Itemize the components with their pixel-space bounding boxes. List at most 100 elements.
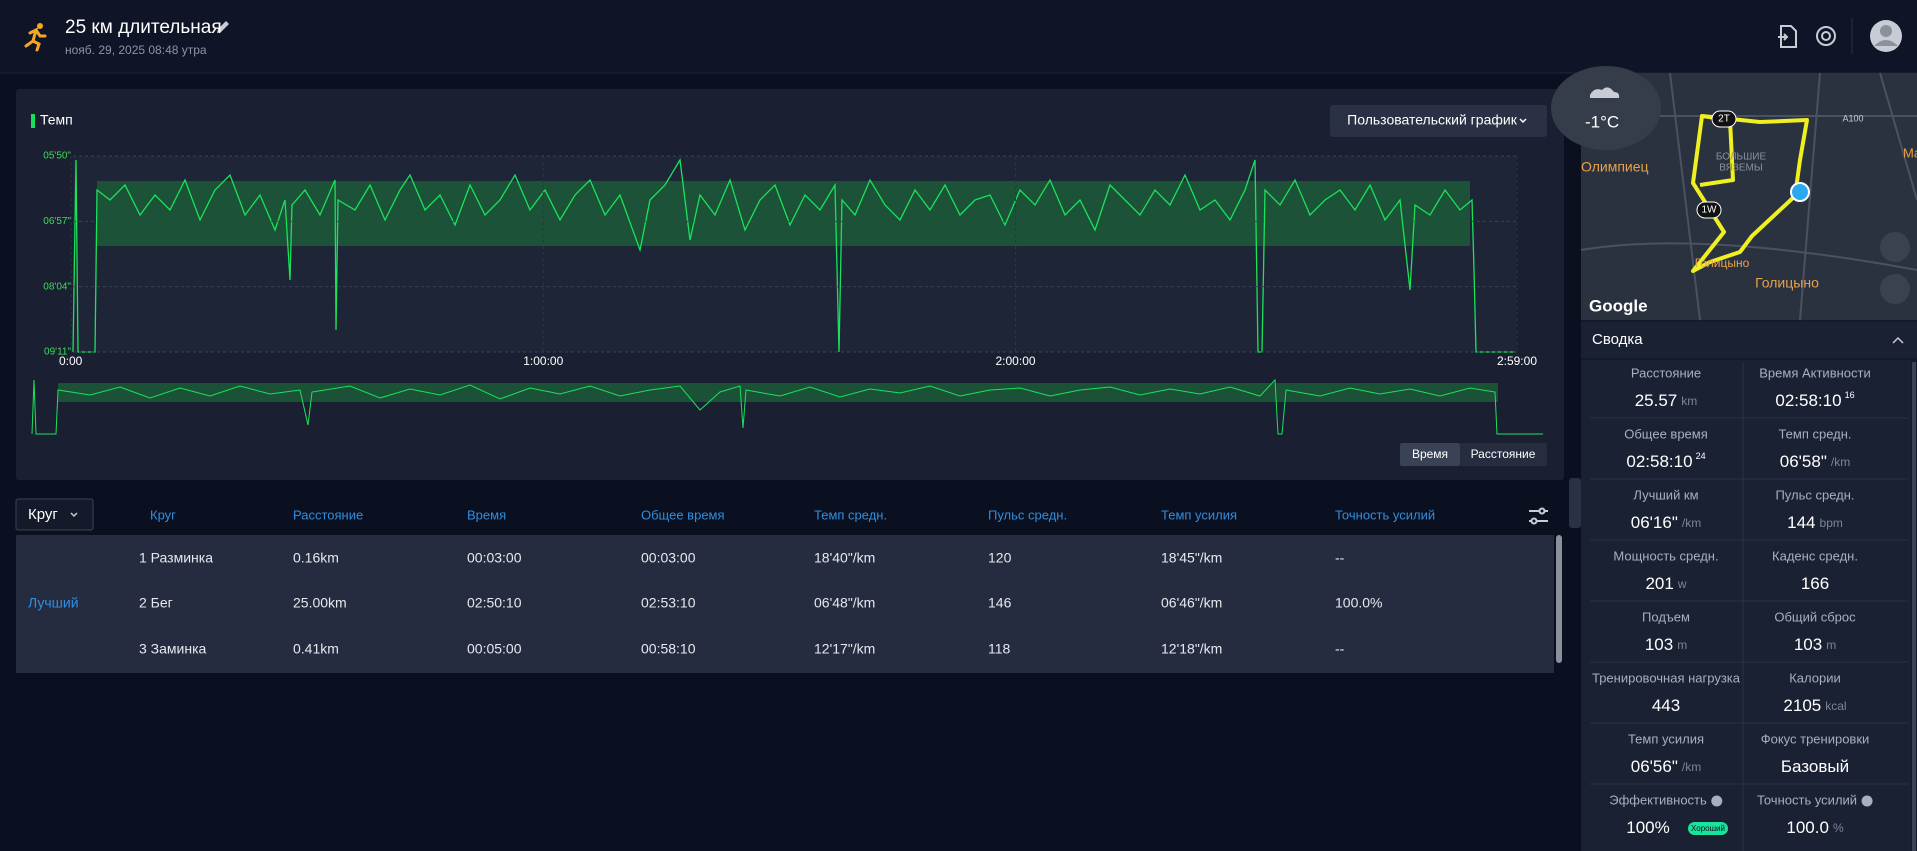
stat-label: Общий сброс — [1774, 609, 1856, 624]
column-header[interactable]: Темп средн. — [814, 507, 887, 522]
value: 02:58:10 — [1775, 391, 1841, 410]
y-tick-label: 05'50" — [43, 151, 71, 162]
summary-header[interactable] — [1581, 322, 1917, 358]
lap-cell: 18'40"/km — [814, 550, 875, 566]
lap-cell: 06'46"/km — [1161, 595, 1222, 611]
edit-icon[interactable] — [217, 21, 229, 33]
stat-value: 100% — [1626, 818, 1669, 837]
column-header[interactable]: Круг — [150, 507, 176, 522]
map-label: Голицыно — [1695, 256, 1750, 270]
overview-band — [58, 383, 1498, 402]
lap-cell: -- — [1335, 550, 1345, 566]
stat-label: Подъем — [1642, 609, 1690, 624]
lap-cell: 3 Заминка — [139, 641, 207, 657]
lap-cell: 0.16km — [293, 550, 339, 566]
map-label: Голицыно — [1755, 275, 1819, 291]
value: 06'58" — [1780, 452, 1827, 471]
weather-icon — [1590, 87, 1620, 98]
column-header[interactable]: Расстояние — [293, 507, 363, 522]
best-label[interactable]: Лучший — [28, 595, 79, 611]
lap-cell: 25.00km — [293, 595, 347, 611]
y-tick-label: 06'57" — [43, 216, 71, 227]
y-tick-label: 08'04" — [43, 281, 71, 292]
lap-cell: 02:50:10 — [467, 595, 522, 611]
column-header[interactable]: Общее время — [641, 507, 725, 522]
stat-label: Темп средн. — [1778, 426, 1851, 441]
lap-table-body — [16, 535, 1554, 673]
lap-cell: 2 Бег — [139, 595, 173, 611]
unit: /km — [1682, 760, 1701, 774]
lap-cell: 118 — [988, 641, 1011, 657]
toggle-distance[interactable] — [1460, 443, 1547, 466]
summary-chevron — [1892, 336, 1904, 344]
value: Базовый — [1781, 757, 1849, 776]
position-marker — [1790, 182, 1810, 202]
device-icon[interactable] — [1816, 26, 1836, 46]
superscript: 24 — [1696, 451, 1706, 461]
overview-line — [31, 378, 1543, 435]
date: нояб. 29, 2025 08:48 утра — [65, 43, 207, 57]
weather-badge — [1551, 66, 1661, 150]
unit: bpm — [1820, 516, 1843, 530]
stat-label: Пульс средн. — [1775, 487, 1854, 502]
value: 06'16" — [1631, 513, 1678, 532]
lap-cell: 120 — [988, 550, 1012, 566]
unit: /km — [1682, 516, 1701, 530]
stat-value: 443 — [1652, 696, 1680, 715]
lap-cell: 02:53:10 — [641, 595, 696, 611]
stat-value: 103 m — [1794, 635, 1836, 654]
header-bar — [0, 0, 1917, 73]
column-header[interactable]: Пульс средн. — [988, 507, 1067, 522]
stat-value: 06'58" /km — [1780, 452, 1850, 471]
selector-chevron — [70, 512, 78, 518]
summary-scrollbar[interactable] — [1912, 362, 1916, 851]
unit: km — [1681, 394, 1697, 408]
title: 25 км длительная — [65, 17, 222, 38]
info-icon[interactable] — [1711, 795, 1723, 807]
map-label: Ma — [1903, 145, 1917, 160]
stat-value: 103 m — [1645, 635, 1687, 654]
avatar[interactable] — [1870, 20, 1902, 52]
lap-cell: -- — [1335, 641, 1345, 657]
stat-label: Фокус тренировки — [1761, 731, 1870, 746]
unit: m — [1826, 638, 1836, 652]
export-icon[interactable] — [1778, 25, 1797, 48]
chart-dropdown[interactable] — [1330, 105, 1547, 137]
stat-label: Мощность средн. — [1613, 548, 1718, 563]
dropdown-chevron — [1519, 118, 1527, 124]
legend-label: Темп — [40, 112, 73, 128]
lap-cell: 00:05:00 — [467, 641, 522, 657]
column-settings-icon[interactable] — [1529, 507, 1548, 525]
map-label: Олимпиец — [1581, 159, 1649, 175]
table-scrollbar[interactable] — [1556, 535, 1562, 663]
column-header[interactable]: Точность усилий — [1335, 507, 1435, 522]
info-icon[interactable] — [1861, 795, 1873, 807]
column-header[interactable]: Темп усилия — [1161, 507, 1237, 522]
lap-selector[interactable] — [15, 498, 94, 531]
stat-label: Тренировочная нагрузка — [1592, 670, 1741, 685]
toggle-label[interactable]: Время — [1412, 447, 1448, 461]
stat-value: Базовый — [1781, 757, 1849, 776]
x-tick-label: 2:59:00 — [1497, 354, 1537, 368]
stat-value: 2105 kcal — [1783, 696, 1846, 715]
toggle-time[interactable] — [1400, 443, 1460, 466]
value: 166 — [1801, 574, 1829, 593]
map-fullscreen[interactable] — [1880, 232, 1910, 262]
marker-2t — [1711, 110, 1737, 128]
unit: w — [1677, 577, 1687, 591]
target-band — [97, 181, 1470, 246]
sport-icon — [24, 23, 47, 52]
panel-collapse[interactable] — [1569, 478, 1581, 528]
column-header[interactable]: Время — [467, 507, 506, 522]
toggle-label[interactable]: Расстояние — [1471, 447, 1536, 461]
value: 201 — [1645, 574, 1673, 593]
unit: kcal — [1825, 699, 1846, 713]
map-layers[interactable] — [1880, 274, 1910, 304]
value: 06'56" — [1631, 757, 1678, 776]
unit: % — [1833, 821, 1844, 835]
value: 144 — [1787, 513, 1815, 532]
value: 02:58:10 — [1626, 452, 1692, 471]
lap-cell: 146 — [988, 595, 1012, 611]
